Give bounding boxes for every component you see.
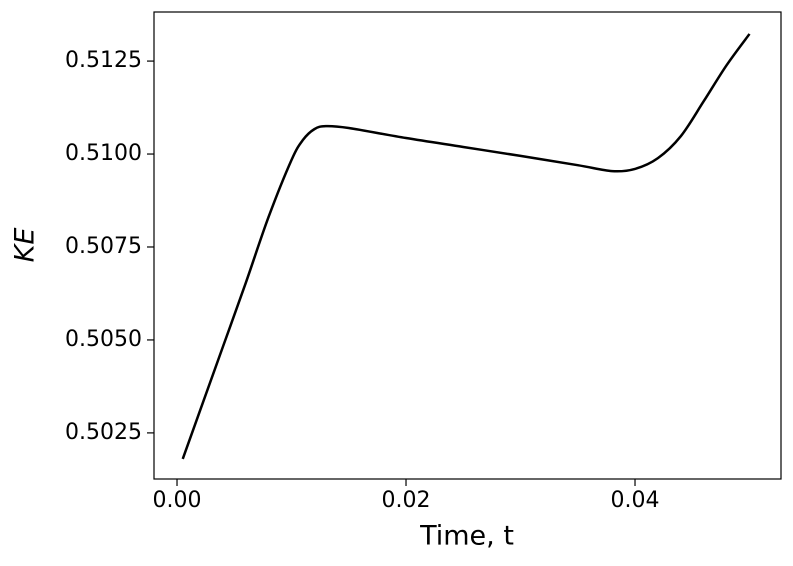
data-line xyxy=(181,33,751,460)
x-tick-label: 0.00 xyxy=(153,488,202,513)
y-tick-label: 0.5050 xyxy=(65,327,142,352)
y-tick-label: 0.5075 xyxy=(65,234,142,259)
y-tick-label: 0.5025 xyxy=(65,420,142,445)
plot-frame xyxy=(153,11,782,480)
x-tick-label: 0.02 xyxy=(382,488,431,513)
x-axis-label: Time, t xyxy=(419,521,514,552)
x-tick-label: 0.04 xyxy=(611,488,660,513)
y-tick-label: 0.5125 xyxy=(65,48,142,73)
y-axis-label: KE xyxy=(10,228,41,263)
y-tick-label: 0.5100 xyxy=(65,141,142,166)
